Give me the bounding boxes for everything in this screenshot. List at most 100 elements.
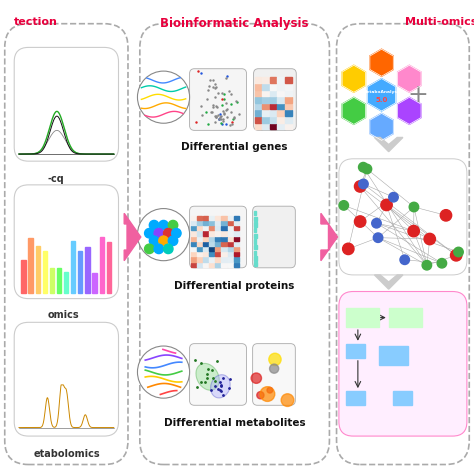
Bar xyxy=(270,77,276,83)
Circle shape xyxy=(137,209,190,261)
Circle shape xyxy=(374,233,383,242)
Bar xyxy=(285,84,292,90)
Bar xyxy=(379,346,408,365)
Bar xyxy=(203,263,208,267)
Circle shape xyxy=(145,244,154,254)
Bar xyxy=(191,257,196,262)
Circle shape xyxy=(372,219,381,228)
Bar xyxy=(277,84,284,90)
Bar xyxy=(209,226,214,230)
Bar xyxy=(191,216,196,220)
Bar xyxy=(221,216,227,220)
Bar xyxy=(234,263,239,267)
Bar xyxy=(270,97,276,103)
Bar xyxy=(203,257,208,262)
Circle shape xyxy=(408,226,419,237)
Bar xyxy=(203,221,208,225)
Circle shape xyxy=(159,220,168,230)
Bar xyxy=(209,231,214,236)
Bar xyxy=(209,216,214,220)
Circle shape xyxy=(409,202,419,212)
Circle shape xyxy=(270,364,279,373)
Bar xyxy=(228,237,233,241)
FancyBboxPatch shape xyxy=(14,47,118,161)
Bar xyxy=(285,124,292,129)
FancyBboxPatch shape xyxy=(253,206,295,268)
Bar xyxy=(254,251,256,255)
FancyBboxPatch shape xyxy=(190,344,246,405)
Bar xyxy=(221,226,227,230)
FancyBboxPatch shape xyxy=(5,24,128,465)
Bar xyxy=(346,391,365,405)
Bar xyxy=(255,77,261,83)
Circle shape xyxy=(154,244,164,254)
Bar xyxy=(255,117,261,123)
Bar xyxy=(209,263,214,267)
Bar xyxy=(191,221,196,225)
Bar xyxy=(234,242,239,246)
Bar xyxy=(234,257,239,262)
Bar xyxy=(270,117,276,123)
Bar xyxy=(285,91,292,96)
Bar xyxy=(254,256,256,261)
Circle shape xyxy=(381,199,392,210)
Bar xyxy=(228,257,233,262)
Bar xyxy=(221,231,227,236)
Bar xyxy=(228,221,233,225)
Bar xyxy=(262,124,269,129)
Bar xyxy=(191,263,196,267)
Bar xyxy=(228,252,233,256)
Polygon shape xyxy=(370,113,393,140)
Circle shape xyxy=(172,228,181,238)
Bar xyxy=(191,231,196,236)
Bar xyxy=(228,216,233,220)
FancyBboxPatch shape xyxy=(190,69,246,130)
Bar xyxy=(197,221,202,225)
Circle shape xyxy=(260,387,275,401)
Bar xyxy=(228,242,233,246)
Bar xyxy=(254,228,256,232)
Text: Differential genes: Differential genes xyxy=(182,142,288,152)
Bar xyxy=(197,247,202,251)
Bar xyxy=(43,251,47,293)
Bar xyxy=(209,247,214,251)
FancyBboxPatch shape xyxy=(254,69,296,130)
Bar xyxy=(255,110,261,116)
Bar xyxy=(203,252,208,256)
Bar xyxy=(254,239,256,244)
Bar xyxy=(234,237,239,241)
Circle shape xyxy=(358,163,368,172)
Bar xyxy=(262,110,269,116)
FancyBboxPatch shape xyxy=(339,292,467,436)
Circle shape xyxy=(145,228,154,238)
Bar xyxy=(221,247,227,251)
Circle shape xyxy=(362,164,372,174)
Circle shape xyxy=(355,216,366,227)
Text: +: + xyxy=(408,83,428,107)
Bar xyxy=(215,263,220,267)
Text: Multi-omics Inte: Multi-omics Inte xyxy=(405,17,474,27)
Bar xyxy=(191,242,196,246)
Bar xyxy=(255,91,261,96)
Circle shape xyxy=(137,346,190,398)
Circle shape xyxy=(281,394,294,407)
Polygon shape xyxy=(342,97,365,124)
Bar xyxy=(64,272,68,293)
Polygon shape xyxy=(374,275,403,289)
Bar xyxy=(254,262,257,266)
Circle shape xyxy=(257,392,264,399)
FancyBboxPatch shape xyxy=(140,24,329,465)
Text: etabolomics: etabolomics xyxy=(33,449,100,459)
Bar xyxy=(285,117,292,123)
Circle shape xyxy=(355,181,366,192)
Bar xyxy=(270,91,276,96)
Bar xyxy=(285,104,292,109)
Bar xyxy=(254,217,256,221)
Bar xyxy=(389,308,422,327)
Bar xyxy=(203,226,208,230)
Bar xyxy=(254,245,257,249)
Circle shape xyxy=(437,258,447,268)
Bar xyxy=(255,84,261,90)
Polygon shape xyxy=(124,213,141,261)
Bar xyxy=(215,216,220,220)
